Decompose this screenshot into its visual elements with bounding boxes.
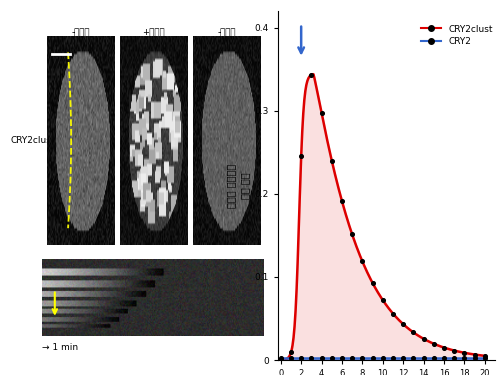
Point xyxy=(328,158,336,164)
Point xyxy=(348,231,356,237)
Point xyxy=(481,354,489,360)
Point xyxy=(450,354,458,360)
Point xyxy=(368,280,376,286)
Point xyxy=(420,336,428,342)
Point xyxy=(430,341,438,347)
Point xyxy=(399,321,407,327)
Point xyxy=(318,110,326,116)
Point xyxy=(410,329,418,335)
Point xyxy=(277,354,285,360)
Point xyxy=(410,354,418,360)
Point xyxy=(338,354,346,360)
Point xyxy=(460,354,468,360)
Point xyxy=(460,350,468,356)
Point xyxy=(379,354,387,360)
Point xyxy=(470,351,478,357)
Text: +청색광: +청색광 xyxy=(142,29,165,38)
Point xyxy=(440,345,448,351)
Point xyxy=(450,348,458,354)
Point xyxy=(481,353,489,359)
Point xyxy=(297,354,305,360)
Point xyxy=(358,354,366,360)
Y-axis label: 단백질 클러스트
형성 비율: 단백질 클러스트 형성 비율 xyxy=(226,164,250,208)
Point xyxy=(328,354,336,360)
Point xyxy=(399,354,407,360)
Text: 단백질 클러스트
형성 비율: 단백질 클러스트 형성 비율 xyxy=(218,147,258,168)
Point xyxy=(430,354,438,360)
Point xyxy=(308,354,316,360)
Point xyxy=(308,72,316,78)
Point xyxy=(287,350,295,355)
Point xyxy=(287,354,295,360)
Point xyxy=(318,354,326,360)
Point xyxy=(348,354,356,360)
Point xyxy=(389,354,397,360)
Text: CRY2clust: CRY2clust xyxy=(10,136,54,145)
Point xyxy=(338,198,346,204)
Point xyxy=(389,310,397,316)
Point xyxy=(420,354,428,360)
Point xyxy=(440,354,448,360)
Point xyxy=(470,354,478,360)
Text: -청색광: -청색광 xyxy=(72,29,90,38)
Point xyxy=(297,153,305,159)
Point xyxy=(358,258,366,264)
Point xyxy=(368,354,376,360)
Legend: CRY2clust, CRY2: CRY2clust, CRY2 xyxy=(420,23,495,48)
Point xyxy=(277,357,285,363)
Text: -청색광: -청색광 xyxy=(218,29,236,38)
Text: → 1 min: → 1 min xyxy=(42,343,78,352)
Point xyxy=(379,297,387,303)
